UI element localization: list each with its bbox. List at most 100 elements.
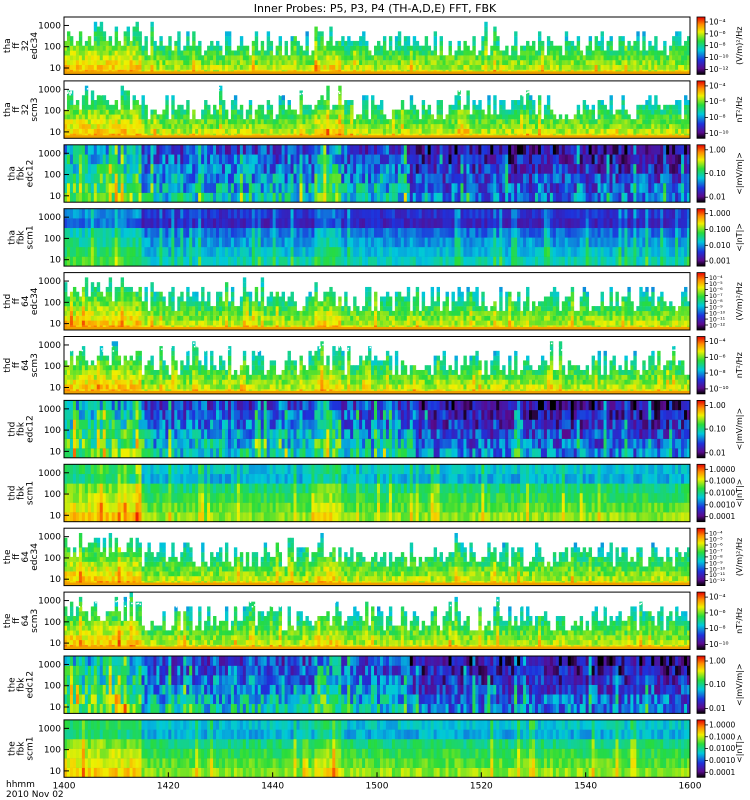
heatmap-cell xyxy=(415,45,420,51)
heatmap-cell xyxy=(266,114,271,120)
heatmap-cell xyxy=(192,227,196,238)
heatmap-cell xyxy=(78,218,83,229)
heatmap-cell xyxy=(302,109,306,115)
heatmap-cell xyxy=(377,183,381,193)
heatmap-cell xyxy=(189,227,193,238)
noise-dot xyxy=(538,92,541,94)
heatmap-cell xyxy=(129,192,133,203)
heatmap-cell xyxy=(490,119,494,125)
heatmap-cell xyxy=(636,154,640,165)
heatmap-cell xyxy=(272,237,277,248)
heatmap-cell xyxy=(609,123,613,129)
heatmap-cell xyxy=(451,173,455,184)
heatmap-cell xyxy=(66,109,71,115)
heatmap-cell xyxy=(621,45,625,51)
heatmap-cell xyxy=(546,104,551,110)
heatmap-cell xyxy=(314,40,318,46)
heatmap-cell xyxy=(293,40,297,46)
heatmap-cell xyxy=(302,227,306,238)
noise-dot xyxy=(108,88,110,91)
heatmap-cell xyxy=(684,55,688,61)
heatmap-cell xyxy=(75,144,80,155)
heatmap-cell xyxy=(96,144,101,155)
heatmap-cell xyxy=(242,55,247,61)
heatmap-cell xyxy=(681,144,685,155)
heatmap-cell xyxy=(156,163,160,174)
heatmap-cell xyxy=(344,114,348,120)
heatmap-cell xyxy=(153,60,157,66)
heatmap-cell xyxy=(260,192,265,203)
heatmap-cell xyxy=(281,246,285,257)
heatmap-cell xyxy=(239,123,244,129)
heatmap-cell xyxy=(687,100,691,106)
heatmap-cell xyxy=(633,123,637,129)
noise-dot xyxy=(500,93,502,95)
heatmap-cell xyxy=(198,45,202,51)
heatmap-cell xyxy=(84,90,89,96)
heatmap-cell xyxy=(412,109,417,115)
heatmap-cell xyxy=(475,154,479,165)
heatmap-cell xyxy=(457,183,461,193)
heatmap-cell xyxy=(397,183,402,193)
heatmap-cell xyxy=(397,128,402,134)
heatmap-cell xyxy=(505,114,509,120)
heatmap-cell xyxy=(227,173,232,184)
heatmap-cell xyxy=(576,123,581,129)
heatmap-cell xyxy=(221,256,226,267)
heatmap-cell xyxy=(129,40,133,46)
heatmap-cell xyxy=(287,237,291,248)
heatmap-cell xyxy=(371,144,375,155)
heatmap-cell xyxy=(374,183,378,193)
heatmap-cell xyxy=(198,123,202,129)
heatmap-cell xyxy=(275,218,280,229)
heatmap-cell xyxy=(615,50,619,56)
noise-dot xyxy=(67,91,69,93)
heatmap-cell xyxy=(394,60,399,66)
heatmap-cell xyxy=(540,64,545,70)
heatmap-cell xyxy=(165,208,169,219)
heatmap-cell xyxy=(639,154,643,165)
heatmap-cell xyxy=(332,109,336,115)
heatmap-cell xyxy=(102,154,107,165)
heatmap-cell xyxy=(469,128,473,134)
heatmap-cell xyxy=(192,31,196,37)
heatmap-cell xyxy=(511,128,515,134)
heatmap-cell xyxy=(603,144,607,155)
heatmap-cell xyxy=(326,60,330,66)
heatmap-cell xyxy=(144,256,148,267)
heatmap-cell xyxy=(654,64,658,70)
heatmap-cell xyxy=(558,192,563,203)
heatmap-cell xyxy=(594,128,598,134)
heatmap-cell xyxy=(529,45,533,51)
heatmap-cell xyxy=(75,60,80,66)
heatmap-cell xyxy=(406,128,411,134)
heatmap-cell xyxy=(204,100,208,106)
heatmap-cell xyxy=(636,144,640,155)
heatmap-cell xyxy=(317,173,321,184)
heatmap-cell xyxy=(630,183,634,193)
heatmap-cell xyxy=(299,104,303,110)
heatmap-cell xyxy=(627,64,631,70)
heatmap-cell xyxy=(359,192,363,203)
heatmap-cell xyxy=(296,119,300,125)
heatmap-cell xyxy=(499,173,503,184)
heatmap-cell xyxy=(672,104,676,110)
noise-dot xyxy=(277,92,279,94)
heatmap-cell xyxy=(532,154,536,165)
heatmap-cell xyxy=(499,123,503,129)
heatmap-cell xyxy=(421,64,426,70)
heatmap-cell xyxy=(365,50,369,56)
heatmap-cell xyxy=(183,128,187,134)
heatmap-cell xyxy=(305,144,309,155)
heatmap-cell xyxy=(433,40,438,46)
heatmap-cell xyxy=(284,192,288,203)
heatmap-cell xyxy=(135,31,139,37)
noise-dot xyxy=(616,94,618,96)
heatmap-cell xyxy=(320,119,324,125)
heatmap-cell xyxy=(326,50,330,56)
heatmap-cell xyxy=(687,64,691,70)
heatmap-cell xyxy=(561,60,566,66)
heatmap-cell xyxy=(496,144,500,155)
heatmap-cell xyxy=(87,227,92,238)
heatmap-cell xyxy=(371,154,375,165)
